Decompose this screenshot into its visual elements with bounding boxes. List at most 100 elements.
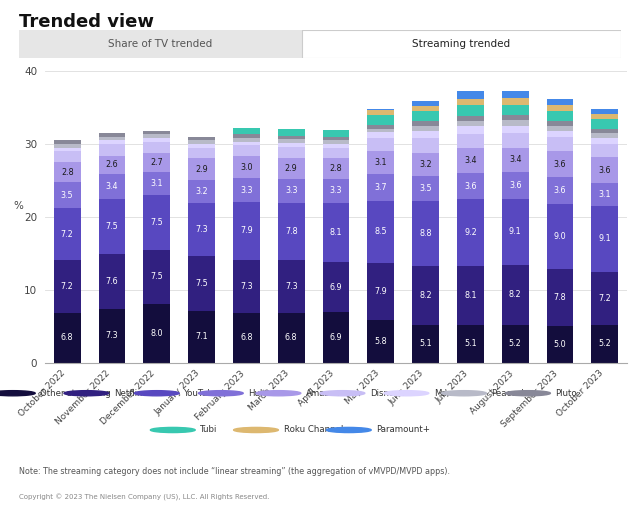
Text: 3.7: 3.7 [374, 183, 387, 192]
Text: 3.1: 3.1 [598, 190, 611, 199]
Text: 3.3: 3.3 [285, 187, 298, 195]
Bar [143, 172, 170, 195]
Bar [99, 254, 125, 309]
Text: 3.5: 3.5 [61, 191, 74, 200]
Text: 3.6: 3.6 [509, 181, 522, 190]
Circle shape [0, 391, 35, 396]
Text: 6.9: 6.9 [330, 333, 342, 342]
Text: 3.4: 3.4 [464, 156, 477, 165]
Text: 7.8: 7.8 [554, 293, 566, 302]
Bar [502, 91, 529, 98]
Bar [323, 312, 349, 363]
Text: 7.6: 7.6 [106, 277, 118, 286]
Text: 7.5: 7.5 [106, 222, 118, 231]
Bar [188, 144, 215, 148]
Bar [143, 131, 170, 134]
Bar [99, 136, 125, 140]
Bar [367, 174, 394, 201]
Bar [323, 130, 349, 136]
Text: 6.8: 6.8 [61, 333, 74, 342]
Circle shape [384, 391, 429, 396]
Bar [457, 173, 484, 199]
Bar [54, 151, 81, 162]
Text: 7.5: 7.5 [150, 272, 163, 281]
Bar [547, 151, 573, 177]
Text: 3.4: 3.4 [106, 183, 118, 191]
Text: Streaming trended: Streaming trended [412, 40, 511, 49]
Bar [412, 111, 439, 121]
Text: 8.2: 8.2 [509, 290, 522, 299]
Bar [99, 140, 125, 144]
Bar [547, 131, 573, 136]
Text: 3.5: 3.5 [419, 184, 432, 193]
Text: Peacock: Peacock [492, 389, 527, 397]
Bar [54, 313, 81, 363]
Bar [54, 148, 81, 151]
Bar [233, 313, 260, 363]
Bar [591, 109, 618, 114]
Bar [367, 201, 394, 263]
Text: 9.1: 9.1 [598, 234, 611, 243]
Bar [457, 126, 484, 134]
Circle shape [326, 427, 371, 432]
Text: 7.2: 7.2 [61, 282, 74, 291]
Bar [278, 147, 305, 158]
Bar [99, 144, 125, 156]
Bar [99, 156, 125, 174]
Text: 7.2: 7.2 [598, 294, 611, 303]
Bar [278, 313, 305, 363]
Bar [502, 104, 529, 116]
Text: Pluto: Pluto [556, 389, 577, 397]
Bar [233, 138, 260, 141]
Bar [502, 133, 529, 148]
Bar [233, 178, 260, 202]
Circle shape [442, 391, 486, 396]
Text: 7.3: 7.3 [195, 225, 208, 234]
Bar [457, 199, 484, 266]
Text: 5.1: 5.1 [464, 339, 477, 348]
Text: Hulu: Hulu [248, 389, 268, 397]
Bar [233, 134, 260, 138]
Text: Paramount+: Paramount+ [376, 425, 430, 434]
Bar [188, 256, 215, 311]
Text: 7.3: 7.3 [285, 282, 298, 291]
Bar [323, 148, 349, 158]
Text: 9.1: 9.1 [509, 227, 522, 236]
Bar [323, 136, 349, 140]
Bar [502, 172, 529, 199]
Circle shape [150, 427, 195, 432]
Text: Copyright © 2023 The Nielsen Company (US), LLC. All Rights Reserved.: Copyright © 2023 The Nielsen Company (US… [19, 494, 269, 501]
Bar [457, 91, 484, 99]
Bar [367, 125, 394, 129]
Bar [502, 120, 529, 126]
Text: 3.2: 3.2 [195, 187, 208, 196]
Text: 3.6: 3.6 [464, 182, 477, 191]
Bar [591, 324, 618, 363]
Bar [591, 206, 618, 272]
Text: 7.8: 7.8 [285, 227, 298, 236]
Text: Roku Channel: Roku Channel [284, 425, 343, 434]
Bar [278, 143, 305, 147]
Bar [278, 203, 305, 260]
Bar [233, 260, 260, 313]
Bar [99, 199, 125, 254]
Text: 8.5: 8.5 [374, 227, 387, 236]
Bar [412, 131, 439, 138]
Bar [412, 106, 439, 111]
Text: Netflix: Netflix [114, 389, 142, 397]
Text: 3.6: 3.6 [554, 186, 566, 195]
Bar [547, 204, 573, 269]
Text: Disney+: Disney+ [370, 389, 406, 397]
Bar [502, 98, 529, 104]
Bar [54, 144, 81, 148]
Bar [367, 111, 394, 115]
Text: 9.2: 9.2 [464, 228, 477, 237]
Bar [502, 116, 529, 120]
Bar [188, 136, 215, 140]
Bar [233, 202, 260, 260]
Bar [547, 326, 573, 363]
Text: Tubi: Tubi [200, 425, 218, 434]
Bar [278, 260, 305, 313]
Bar [412, 121, 439, 126]
Bar [412, 138, 439, 153]
